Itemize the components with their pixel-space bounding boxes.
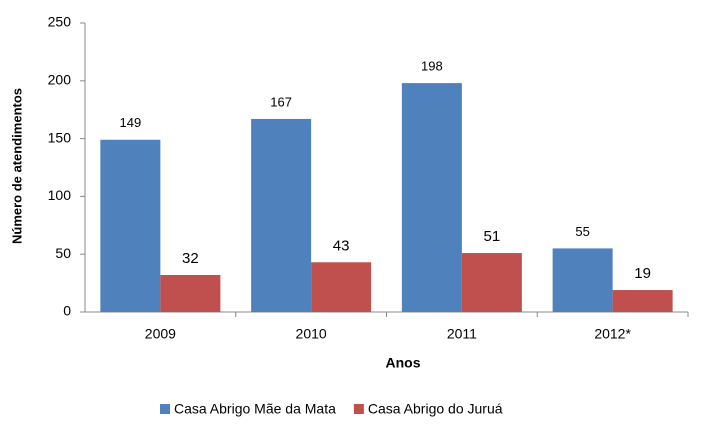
legend-swatch: [160, 404, 170, 414]
data-label: 55: [575, 224, 589, 239]
data-label: 167: [270, 94, 292, 109]
y-axis-title: Número de atendimentos: [9, 88, 24, 244]
bar: [311, 262, 372, 312]
data-label: 149: [120, 115, 142, 130]
x-tick-label: 2012*: [594, 326, 631, 342]
y-tick-label: 150: [48, 129, 72, 145]
legend-label: Casa Abrigo do Juruá: [368, 401, 503, 417]
data-label: 198: [421, 59, 443, 74]
data-label: 43: [333, 237, 350, 254]
legend-swatch: [353, 404, 364, 414]
data-label: 19: [634, 265, 651, 282]
data-label: 51: [484, 228, 501, 245]
x-axis-title: Anos: [386, 355, 421, 371]
y-tick-label: 250: [48, 14, 72, 30]
y-tick-label: 200: [48, 72, 72, 88]
y-tick-label: 0: [63, 303, 71, 319]
bar: [552, 248, 613, 312]
bar: [612, 290, 673, 312]
data-label: 32: [182, 250, 199, 267]
legend-label: Casa Abrigo Mãe da Mata: [174, 401, 336, 417]
x-tick-label: 2011: [447, 326, 477, 342]
x-tick-label: 2009: [145, 326, 176, 342]
bar: [461, 253, 522, 312]
bar: [251, 118, 312, 312]
bar: [100, 139, 161, 312]
y-tick-label: 50: [55, 245, 71, 261]
x-tick-label: 2010: [296, 326, 327, 342]
y-tick-label: 100: [48, 187, 72, 203]
bar: [401, 83, 462, 312]
bar: [160, 275, 221, 312]
